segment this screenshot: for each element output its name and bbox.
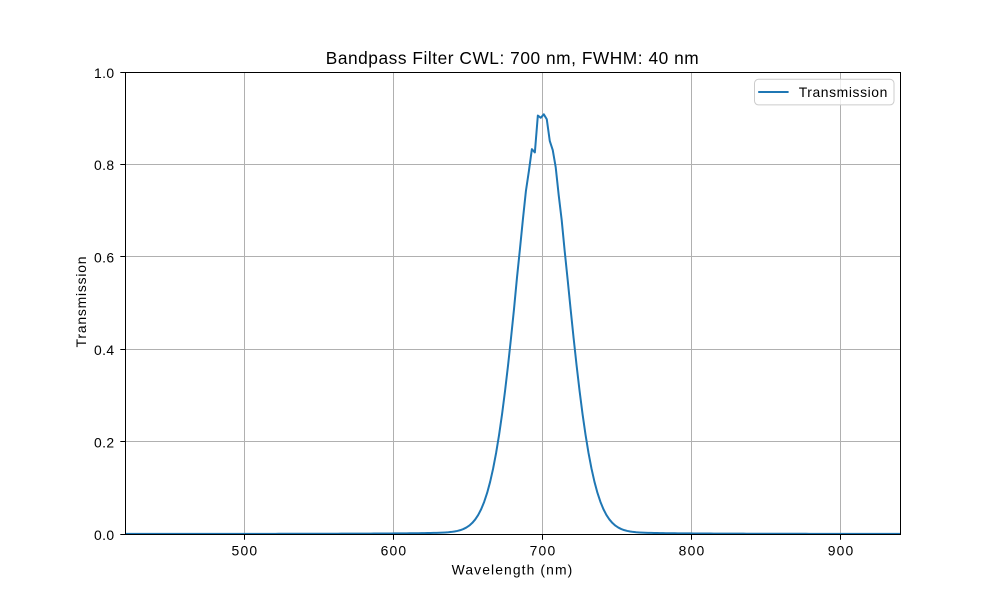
svg-text:Transmission: Transmission <box>73 256 89 348</box>
svg-text:0.8: 0.8 <box>94 157 115 173</box>
svg-text:600: 600 <box>381 543 408 559</box>
svg-text:700: 700 <box>530 543 557 559</box>
svg-text:Wavelength (nm): Wavelength (nm) <box>452 562 574 578</box>
svg-text:0.0: 0.0 <box>94 527 115 543</box>
svg-text:0.6: 0.6 <box>94 250 115 266</box>
svg-text:0.4: 0.4 <box>94 342 115 358</box>
svg-text:500: 500 <box>232 543 259 559</box>
svg-text:Bandpass Filter CWL: 700 nm, F: Bandpass Filter CWL: 700 nm, FWHM: 40 nm <box>326 48 700 68</box>
svg-text:900: 900 <box>828 543 855 559</box>
svg-text:0.2: 0.2 <box>94 434 115 450</box>
svg-text:800: 800 <box>679 543 706 559</box>
svg-text:Transmission: Transmission <box>799 84 888 100</box>
svg-text:1.0: 1.0 <box>94 65 115 81</box>
